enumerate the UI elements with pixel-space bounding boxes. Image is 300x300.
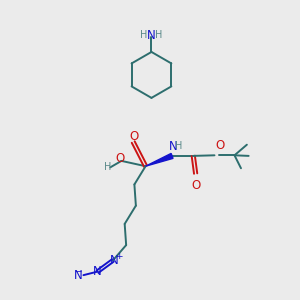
Text: H: H	[175, 141, 182, 151]
Text: O: O	[129, 130, 138, 143]
Polygon shape	[146, 153, 173, 166]
Text: N: N	[93, 265, 102, 278]
Text: −: −	[74, 266, 82, 275]
Text: H: H	[104, 162, 112, 172]
Text: O: O	[215, 140, 225, 152]
Text: H: H	[140, 31, 148, 40]
Text: O: O	[192, 179, 201, 192]
Text: N: N	[110, 254, 118, 267]
Text: O: O	[116, 152, 125, 165]
Text: +: +	[115, 252, 122, 261]
Text: N: N	[147, 29, 156, 42]
Text: H: H	[155, 31, 163, 40]
Text: N: N	[169, 140, 177, 153]
Text: N: N	[74, 268, 82, 282]
